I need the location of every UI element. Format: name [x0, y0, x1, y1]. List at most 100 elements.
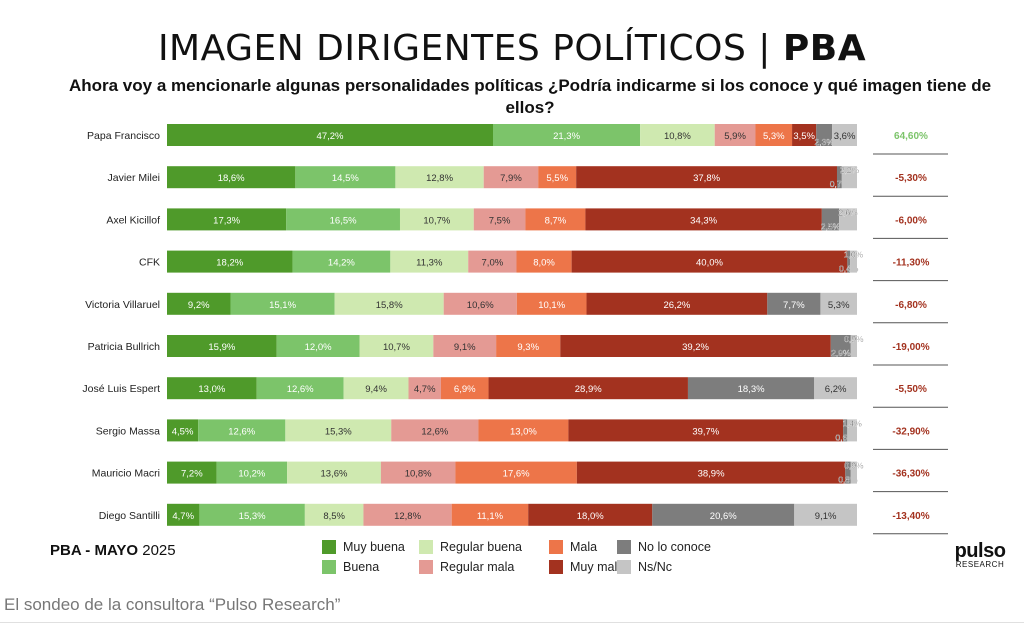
bar-segment [395, 166, 484, 189]
legend-label: Muy mala [570, 560, 625, 574]
data-label: 2,3% [815, 137, 835, 147]
bar-segment [167, 335, 277, 357]
bar-segment [830, 335, 851, 357]
data-label: 4,7% [172, 511, 194, 522]
data-label: 2,2% [840, 165, 860, 175]
data-label: 0,8% [838, 475, 858, 485]
category-label: Javier Milei [107, 172, 160, 184]
data-label: 12,6% [228, 426, 255, 437]
bar-segment [488, 377, 688, 400]
legend-item: Regular buena [419, 540, 522, 554]
data-label: 10,7% [423, 215, 450, 226]
diferencial-value: -11,30% [893, 258, 930, 269]
bar-segment [285, 419, 392, 442]
data-label: 10,8% [405, 469, 432, 480]
legend-item: Regular mala [419, 560, 514, 574]
legend-label: Ns/Nc [638, 560, 673, 574]
legend-label: Muy buena [343, 540, 405, 554]
bar-segment [433, 335, 497, 357]
bar-segment [640, 124, 715, 146]
bar-segment [560, 335, 831, 357]
bar-segment [399, 208, 474, 231]
data-label: 39,7% [692, 426, 719, 437]
diferencial-value: -36,30% [892, 469, 929, 480]
data-label: 21,3% [553, 131, 580, 142]
legend-label: Mala [570, 540, 598, 554]
data-label: 17,6% [503, 469, 530, 480]
bar-segment [836, 166, 842, 189]
legend-item: Muy buena [322, 540, 405, 554]
data-label: 18,0% [577, 511, 604, 522]
data-label: 8,7% [545, 215, 567, 226]
bar-segment [408, 377, 441, 400]
page-title: IMAGEN DIRIGENTES POLÍTICOS | PBA [0, 28, 1024, 69]
data-label: 26,2% [663, 300, 690, 311]
title-main: IMAGEN DIRIGENTES POLÍTICOS | [157, 28, 783, 69]
data-label: 15,1% [269, 300, 296, 311]
bar-segment [496, 335, 561, 357]
legend-item: Buena [322, 560, 379, 574]
diferencial-value: -32,90% [892, 426, 929, 437]
data-label: 3,5% [793, 131, 815, 142]
data-label: 7,9% [500, 173, 522, 184]
legend-label: No lo conoce [638, 540, 711, 554]
diferencial-value: -5,30% [895, 173, 927, 184]
bar-segment [843, 419, 848, 442]
data-label: 8,0% [533, 258, 555, 269]
category-label: Victoria Villaruel [85, 299, 160, 311]
category-label: Mauricio Macri [92, 468, 160, 480]
data-label: 39,2% [682, 342, 709, 353]
chart-subtitle: Ahora voy a mencionarle algunas personal… [68, 76, 992, 117]
category-label: Patricia Bullrich [88, 341, 161, 353]
data-label: 13,6% [321, 469, 348, 480]
data-label: 9,1% [815, 511, 837, 522]
image-caption: El sondeo de la consultora “Pulso Resear… [4, 595, 341, 614]
category-label: Sergio Massa [96, 425, 160, 437]
bar-segment [687, 377, 815, 400]
bar-segment [714, 124, 756, 146]
data-label: 14,2% [328, 258, 355, 269]
footer-region: PBA - MAYO [50, 542, 139, 559]
category-label: Diego Santilli [99, 510, 160, 522]
bar-segment [850, 461, 857, 484]
bar-segment [440, 377, 489, 400]
bar-segment [216, 461, 288, 484]
data-label: 10,1% [538, 300, 565, 311]
legend-swatch [549, 540, 563, 554]
bar-segment [167, 292, 231, 315]
legend-label: Regular mala [440, 560, 515, 574]
legend-swatch [419, 540, 433, 554]
bar-segment [287, 461, 381, 484]
data-label: 4,5% [172, 426, 194, 437]
bar-segment [792, 124, 817, 146]
data-label: 6,2% [825, 384, 847, 395]
data-label: 2,9% [831, 348, 851, 358]
data-label: 12,8% [394, 511, 421, 522]
bar-segment [478, 419, 569, 442]
category-label: José Luis Espert [82, 383, 160, 395]
bar-segment [167, 419, 199, 442]
bar-segment [850, 335, 857, 357]
caption-divider [0, 622, 1024, 623]
bar-segment [850, 250, 857, 273]
bar-segment [794, 503, 857, 526]
data-label: 11,1% [477, 511, 504, 522]
legend-label: Regular buena [440, 540, 523, 554]
data-label: 40,0% [696, 258, 723, 269]
bar-segment [334, 292, 444, 315]
diferencial-value: -6,80% [895, 300, 927, 311]
bar-segment [576, 461, 846, 484]
data-label: 0,7% [830, 179, 850, 189]
bar-segment [516, 250, 572, 273]
diferencial-value: 64,60% [894, 131, 928, 142]
bar-segment [845, 461, 851, 484]
data-label: 12,0% [305, 342, 332, 353]
title-bold: PBA [782, 28, 867, 69]
bar-segment [304, 503, 364, 526]
data-label: 20,6% [710, 511, 737, 522]
footer-label: PBA - MAYO 2025 [50, 542, 176, 559]
data-label: 15,8% [376, 300, 403, 311]
data-label: 5,5% [546, 173, 568, 184]
data-label: 15,3% [239, 511, 266, 522]
data-label: 10,8% [664, 131, 691, 142]
